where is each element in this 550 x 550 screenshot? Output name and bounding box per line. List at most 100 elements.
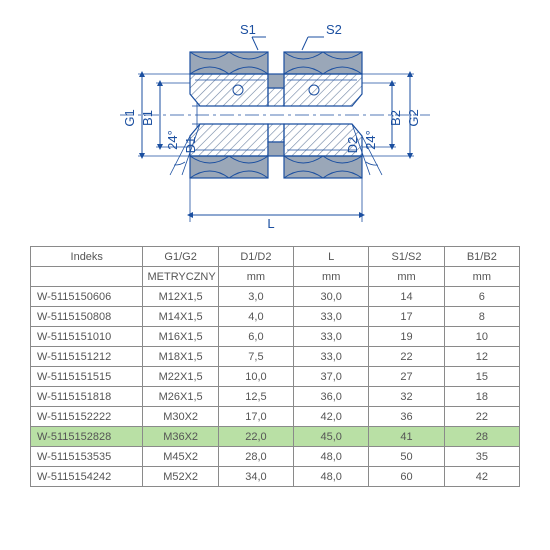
table-row: W-5115151212M18X1,57,533,02212 [31,347,520,367]
table-row: W-5115150606M12X1,53,030,0146 [31,287,520,307]
table-cell: 35 [444,447,519,467]
table-cell: 36,0 [294,387,369,407]
table-row: W-5115151515M22X1,510,037,02715 [31,367,520,387]
unit-l: mm [294,267,369,287]
label-angl: 24° [165,130,180,150]
table-cell: 12 [444,347,519,367]
table-cell: 60 [369,467,444,487]
table-cell: W-5115153535 [31,447,143,467]
table-cell: 33,0 [294,327,369,347]
table-row: W-5115150808M14X1,54,033,0178 [31,307,520,327]
table-cell: W-5115151212 [31,347,143,367]
table-cell: 17 [369,307,444,327]
table-row: W-5115151010M16X1,56,033,01910 [31,327,520,347]
table-cell: W-5115154242 [31,467,143,487]
table-cell: M12X1,5 [143,287,218,307]
table-cell: W-5115152828 [31,427,143,447]
fitting-svg: S1 S2 L G1 [30,10,520,240]
table-cell: 3,0 [218,287,293,307]
table-cell: 10,0 [218,367,293,387]
table-cell: 12,5 [218,387,293,407]
table-cell: W-5115151515 [31,367,143,387]
table-cell: 7,5 [218,347,293,367]
table-cell: 42,0 [294,407,369,427]
table-cell: M45X2 [143,447,218,467]
table-cell: M18X1,5 [143,347,218,367]
label-s1: S1 [240,22,256,37]
table-cell: 33,0 [294,307,369,327]
label-g2: G2 [406,109,421,126]
th-b: B1/B2 [444,247,519,267]
table-cell: 10 [444,327,519,347]
units-row: METRYCZNY mm mm mm mm [31,267,520,287]
table-row: W-5115151818M26X1,512,536,03218 [31,387,520,407]
table-row: W-5115154242M52X234,048,06042 [31,467,520,487]
header-row: Indeks G1/G2 D1/D2 L S1/S2 B1/B2 [31,247,520,267]
table-cell: M52X2 [143,467,218,487]
table-body: W-5115150606M12X1,53,030,0146W-511515080… [31,287,520,487]
table-cell: 22 [444,407,519,427]
unit-b: mm [444,267,519,287]
table-cell: 50 [369,447,444,467]
th-g: G1/G2 [143,247,218,267]
table-cell: 48,0 [294,447,369,467]
th-l: L [294,247,369,267]
label-l: L [267,216,274,231]
table-cell: 41 [369,427,444,447]
label-b1: B1 [140,110,155,126]
table-cell: 19 [369,327,444,347]
table-cell: W-5115152222 [31,407,143,427]
table-cell: W-5115151818 [31,387,143,407]
table-cell: W-5115150808 [31,307,143,327]
th-d: D1/D2 [218,247,293,267]
unit-blank [31,267,143,287]
table-head: Indeks G1/G2 D1/D2 L S1/S2 B1/B2 METRYCZ… [31,247,520,287]
table-cell: 17,0 [218,407,293,427]
label-b2: B2 [388,110,403,126]
table-cell: M36X2 [143,427,218,447]
table-cell: M14X1,5 [143,307,218,327]
page: S1 S2 L G1 [0,0,550,550]
table-cell: 45,0 [294,427,369,447]
table-cell: W-5115150606 [31,287,143,307]
table-cell: 18 [444,387,519,407]
table-cell: 14 [369,287,444,307]
table-cell: 6 [444,287,519,307]
table-cell: 48,0 [294,467,369,487]
table-cell: 30,0 [294,287,369,307]
th-indeks: Indeks [31,247,143,267]
technical-diagram: S1 S2 L G1 [30,10,520,240]
table-cell: 27 [369,367,444,387]
table-cell: 6,0 [218,327,293,347]
unit-g: METRYCZNY [143,267,218,287]
table-cell: 32 [369,387,444,407]
th-s: S1/S2 [369,247,444,267]
table-row: W-5115152222M30X217,042,03622 [31,407,520,427]
table-cell: 22,0 [218,427,293,447]
table-cell: 42 [444,467,519,487]
table-row: W-5115153535M45X228,048,05035 [31,447,520,467]
table-cell: 8 [444,307,519,327]
label-d1: D1 [183,137,198,154]
table-cell: 36 [369,407,444,427]
table-cell: M16X1,5 [143,327,218,347]
label-g1: G1 [122,109,137,126]
label-s2: S2 [326,22,342,37]
table-cell: 15 [444,367,519,387]
table-cell: 28 [444,427,519,447]
table-cell: 37,0 [294,367,369,387]
table-cell: 22 [369,347,444,367]
table-cell: W-5115151010 [31,327,143,347]
table-row: W-5115152828M36X222,045,04128 [31,427,520,447]
table-cell: 4,0 [218,307,293,327]
table-cell: 28,0 [218,447,293,467]
table-cell: 34,0 [218,467,293,487]
table-cell: M26X1,5 [143,387,218,407]
label-d2: D2 [345,137,360,154]
unit-s: mm [369,267,444,287]
table-cell: M22X1,5 [143,367,218,387]
unit-d: mm [218,267,293,287]
table-cell: M30X2 [143,407,218,427]
spec-table: Indeks G1/G2 D1/D2 L S1/S2 B1/B2 METRYCZ… [30,246,520,487]
table-cell: 33,0 [294,347,369,367]
